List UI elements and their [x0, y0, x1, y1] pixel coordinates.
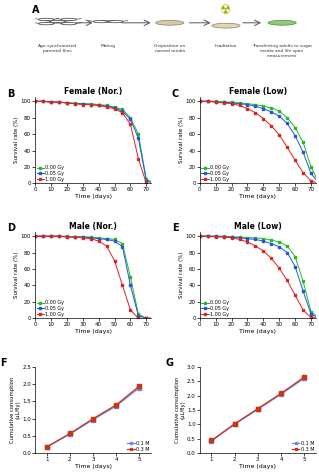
Text: F: F: [0, 358, 7, 368]
X-axis label: Time (days): Time (days): [239, 329, 276, 334]
Legend: 0.00 Gy, 0.05 Gy, 1.00 Gy: 0.00 Gy, 0.05 Gy, 1.00 Gy: [37, 300, 64, 317]
X-axis label: Time (days): Time (days): [75, 464, 112, 469]
Text: Transferring adults to sugar
media and life span
measurement: Transferring adults to sugar media and l…: [252, 44, 312, 58]
Legend: 0.1 M, 0.3 M: 0.1 M, 0.3 M: [292, 441, 314, 452]
Y-axis label: Cumulative consumption
(μL/fly): Cumulative consumption (μL/fly): [175, 377, 186, 443]
Text: Mating: Mating: [100, 44, 115, 48]
Ellipse shape: [212, 23, 240, 28]
Text: B: B: [7, 89, 15, 99]
Y-axis label: Survival rate (%): Survival rate (%): [14, 252, 19, 298]
Title: Male (Low): Male (Low): [234, 222, 282, 231]
Ellipse shape: [156, 20, 184, 25]
Text: Oviposition on
normal media: Oviposition on normal media: [154, 44, 185, 53]
Title: Female (Low): Female (Low): [229, 87, 287, 96]
Y-axis label: Cumulative consumption
(μL/fly): Cumulative consumption (μL/fly): [10, 377, 21, 443]
Text: E: E: [172, 223, 179, 234]
Legend: 0.00 Gy, 0.05 Gy, 1.00 Gy: 0.00 Gy, 0.05 Gy, 1.00 Gy: [201, 300, 229, 317]
Legend: 0.00 Gy, 0.05 Gy, 1.00 Gy: 0.00 Gy, 0.05 Gy, 1.00 Gy: [37, 165, 64, 182]
Title: Female (Nor.): Female (Nor.): [64, 87, 122, 96]
X-axis label: Time (days): Time (days): [239, 464, 276, 469]
Text: G: G: [165, 358, 173, 368]
Text: Age-synchronized
parental flies: Age-synchronized parental flies: [38, 44, 77, 53]
Y-axis label: Survival rate (%): Survival rate (%): [179, 252, 184, 298]
Text: C: C: [172, 89, 179, 99]
Text: A: A: [32, 5, 40, 15]
Legend: 0.00 Gy, 0.05 Gy, 1.00 Gy: 0.00 Gy, 0.05 Gy, 1.00 Gy: [201, 165, 229, 182]
X-axis label: Time (days): Time (days): [75, 194, 112, 199]
Y-axis label: Survival rate (%): Survival rate (%): [14, 117, 19, 163]
Legend: 0.1 M, 0.3 M: 0.1 M, 0.3 M: [127, 441, 150, 452]
Ellipse shape: [268, 20, 296, 25]
Y-axis label: Survival rate (%): Survival rate (%): [179, 117, 184, 163]
Title: Male (Nor.): Male (Nor.): [69, 222, 117, 231]
X-axis label: Time (days): Time (days): [239, 194, 276, 199]
Text: ☢: ☢: [220, 4, 232, 17]
Text: D: D: [7, 223, 15, 234]
X-axis label: Time (days): Time (days): [75, 329, 112, 334]
Text: Irradiation: Irradiation: [215, 44, 237, 48]
